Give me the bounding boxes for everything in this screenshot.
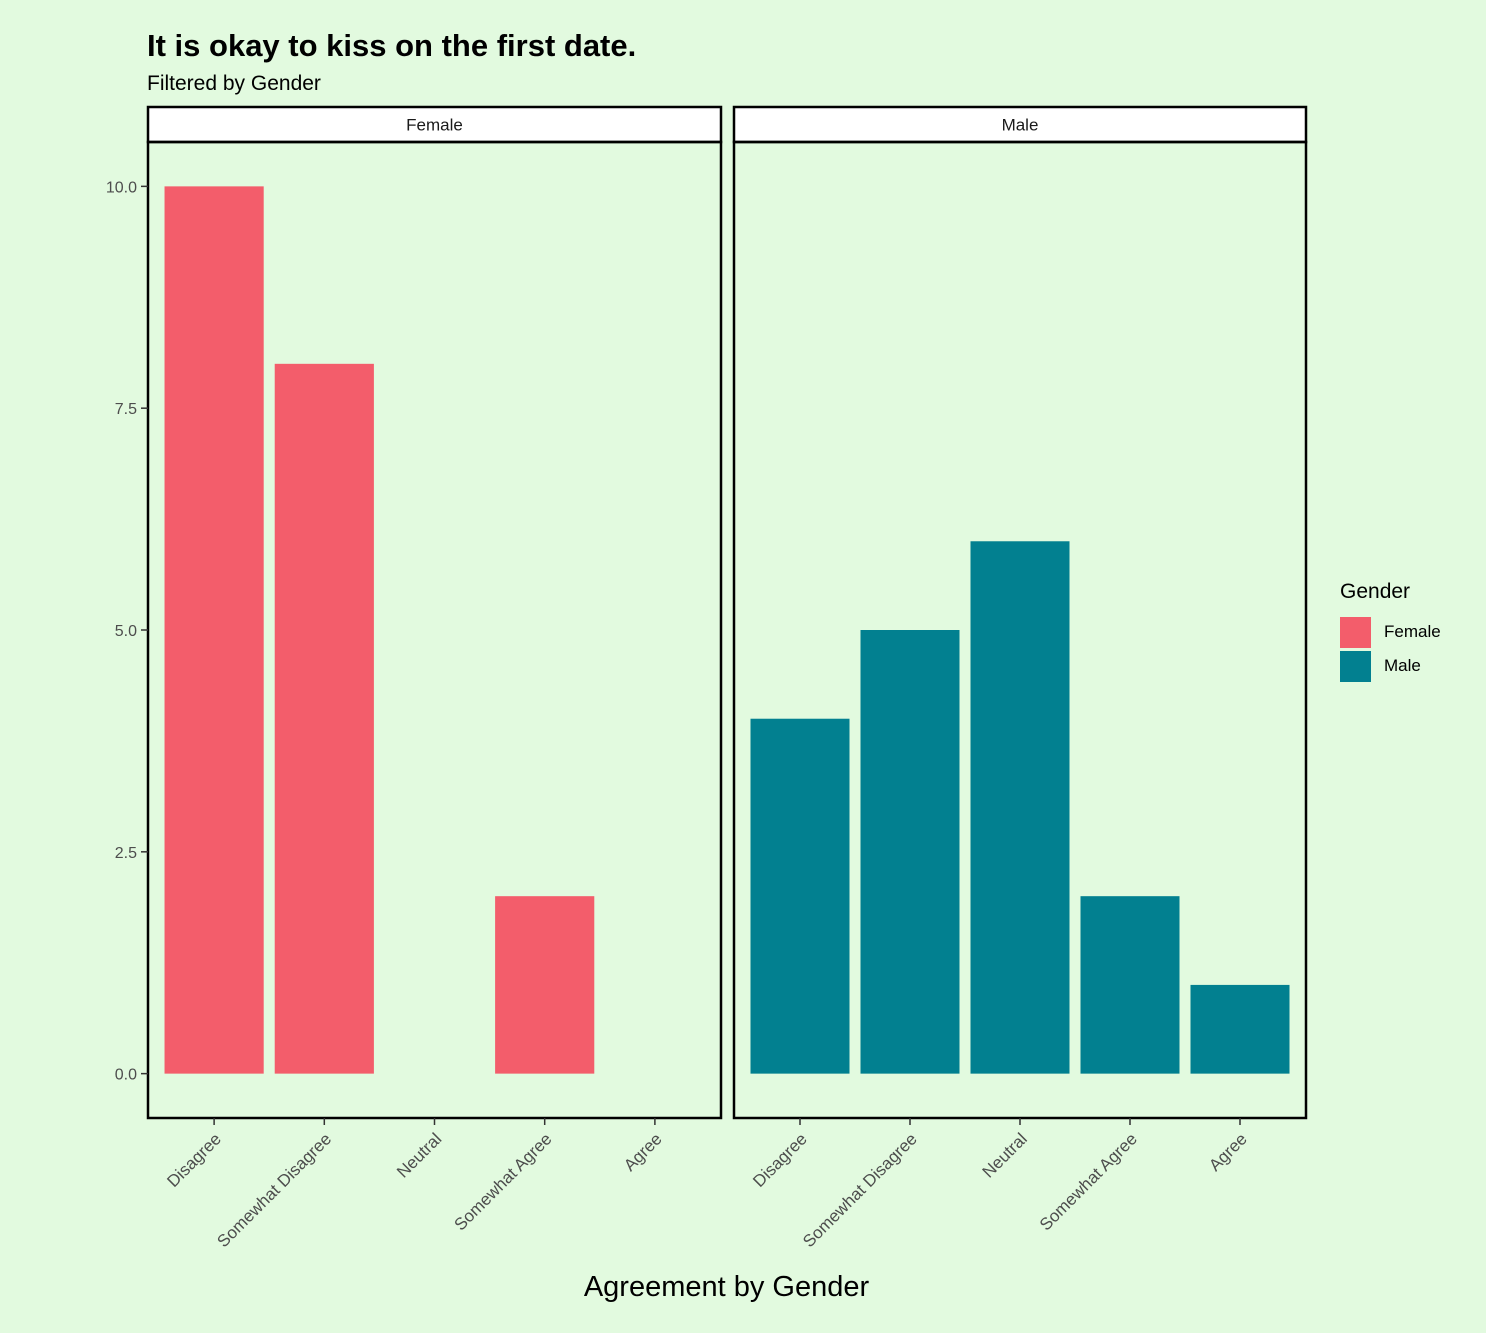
- bar-female-somewhat-agree: [495, 896, 595, 1074]
- bar-male-somewhat-disagree: [860, 630, 960, 1074]
- legend-label-male: Male: [1384, 656, 1421, 675]
- y-tick-label-2: 5.0: [115, 623, 137, 640]
- chart-title: It is okay to kiss on the first date.: [147, 28, 637, 63]
- y-tick-label-3: 7.5: [115, 401, 137, 418]
- x-tick-label-male-disagree: Disagree: [749, 1129, 811, 1191]
- x-tick-label-male-somewhat-agree: Somewhat Agree: [1036, 1129, 1141, 1234]
- legend-label-female: Female: [1384, 622, 1441, 641]
- legend-swatch-male: [1340, 650, 1371, 682]
- bar-male-somewhat-agree: [1080, 896, 1180, 1074]
- x-tick-label-female-neutral: Neutral: [393, 1129, 445, 1181]
- x-axis-label: Agreement by Gender: [583, 1271, 870, 1303]
- facet-strip-female: [146, 105, 723, 144]
- bar-female-somewhat-disagree: [274, 363, 374, 1074]
- y-tick-label-0: 0.0: [115, 1067, 137, 1084]
- facet-label-female: Female: [406, 116, 463, 135]
- legend-swatch-female: [1340, 616, 1371, 648]
- legend: Gender Female Male: [1340, 580, 1441, 683]
- chart-subtitle: Filtered by Gender: [147, 72, 321, 95]
- x-tick-label-female-somewhat-agree: Somewhat Agree: [451, 1129, 556, 1234]
- x-tick-label-female-agree: Agree: [620, 1129, 666, 1175]
- x-tick-label-female-somewhat-disagree: Somewhat Disagree: [213, 1129, 335, 1251]
- bar-male-agree: [1190, 984, 1290, 1074]
- x-tick-label-male-neutral: Neutral: [979, 1129, 1031, 1181]
- x-tick-label-male-agree: Agree: [1205, 1129, 1251, 1175]
- y-tick-label-1: 2.5: [115, 845, 137, 862]
- facet-label-male: Male: [1002, 116, 1039, 135]
- facet-strip-male: [732, 105, 1308, 144]
- bar-female-disagree: [164, 186, 264, 1074]
- legend-item-female: Female: [1340, 615, 1441, 649]
- x-tick-label-male-somewhat-disagree: Somewhat Disagree: [799, 1129, 921, 1251]
- x-tick-label-female-disagree: Disagree: [163, 1129, 225, 1191]
- legend-title: Gender: [1340, 580, 1411, 603]
- bar-male-neutral: [970, 541, 1070, 1074]
- y-tick-label-4: 10.0: [106, 179, 137, 196]
- bar-male-disagree: [750, 718, 850, 1074]
- legend-item-male: Male: [1340, 649, 1441, 683]
